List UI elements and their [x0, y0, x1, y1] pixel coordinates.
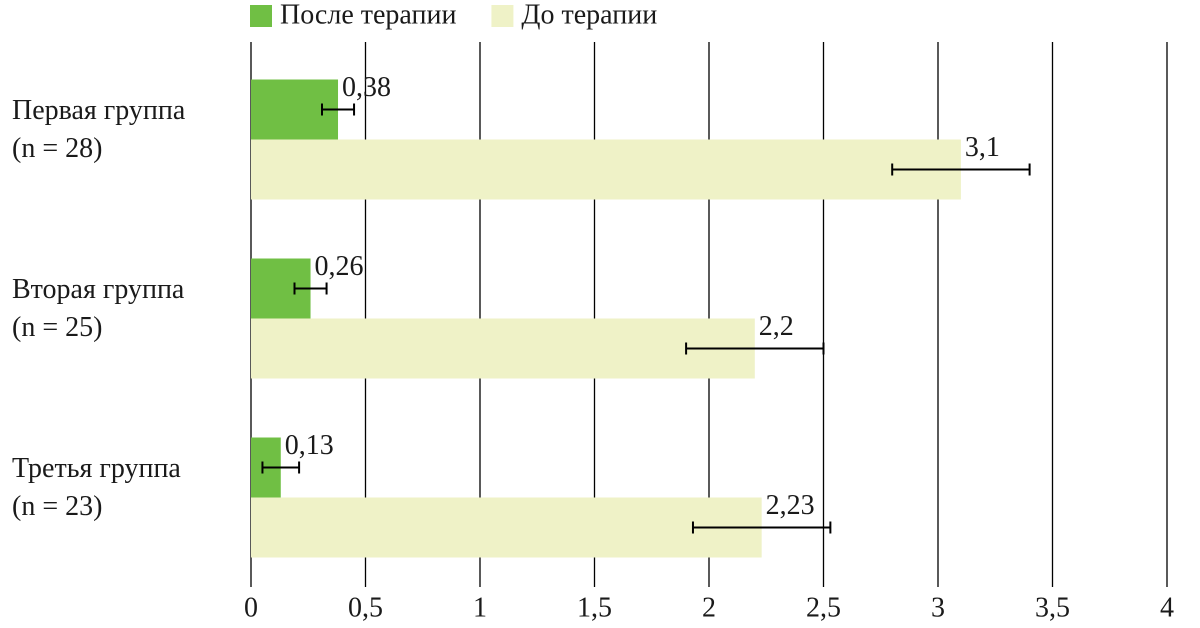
y-tick-label: (n = 28): [12, 133, 102, 164]
x-tick-label: 4: [1160, 592, 1174, 623]
x-tick-label: 2,5: [806, 592, 841, 623]
y-tick-label: (n = 25): [12, 312, 102, 343]
x-tick-label: 1,5: [577, 592, 612, 623]
value-label: 2,23: [766, 490, 815, 521]
x-tick-label: 0,5: [348, 592, 383, 623]
y-tick-label: Первая группа: [12, 95, 186, 126]
legend-swatch: [250, 5, 272, 27]
legend-label: После терапии: [280, 0, 456, 30]
value-label: 2,2: [759, 311, 794, 342]
y-tick-label: Вторая группа: [12, 274, 185, 305]
y-tick-label: (n = 23): [12, 491, 102, 522]
legend-label: До терапии: [521, 0, 657, 30]
bar: [251, 497, 762, 558]
bar: [251, 318, 755, 379]
value-label: 0,38: [342, 72, 391, 103]
value-label: 0,13: [285, 430, 334, 461]
bar: [251, 139, 961, 200]
x-tick-label: 0: [244, 592, 258, 623]
x-tick-label: 3,5: [1035, 592, 1070, 623]
value-label: 0,26: [315, 251, 364, 282]
legend-swatch: [491, 5, 514, 27]
x-tick-label: 3: [931, 592, 945, 623]
x-tick-label: 1: [473, 592, 487, 623]
y-tick-label: Третья группа: [12, 453, 181, 484]
x-tick-label: 2: [702, 592, 716, 623]
value-label: 3,1: [965, 132, 1000, 163]
